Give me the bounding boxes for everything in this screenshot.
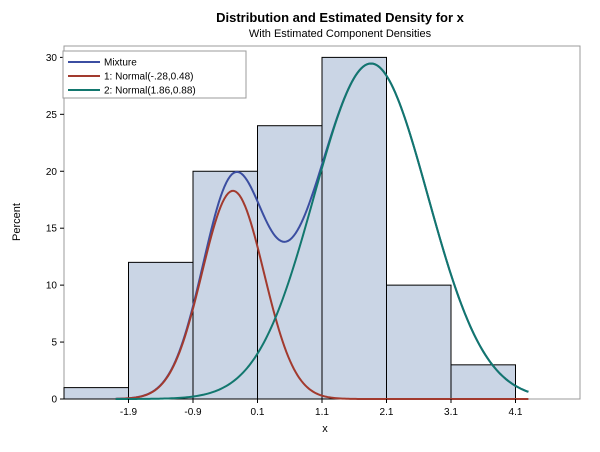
y-tick-label: 25 [46,110,58,121]
x-tick-label: 3.1 [444,407,458,418]
histogram-bar [321,56,387,400]
plot-area [63,45,581,400]
histogram-bar [257,125,323,400]
histogram-bars [63,56,516,400]
y-tick-label: 0 [51,395,57,406]
x-tick-label: 0.1 [251,407,265,418]
legend-label: Mixture [104,58,137,69]
chart-title: Distribution and Estimated Density for x [216,10,465,25]
x-tick-label: 1.1 [315,407,329,418]
legend-label: 1: Normal(-.28,0.48) [104,72,193,83]
x-tick-label: 2.1 [380,407,394,418]
y-tick-label: 15 [46,224,58,235]
x-tick-label: 4.1 [509,407,523,418]
x-axis-label: x [322,423,328,435]
y-tick-label: 30 [46,53,58,64]
y-axis: 0 5 10 15 20 25 30 [46,53,64,406]
x-axis: -1.9 -0.9 0.1 1.1 2.1 3.1 4.1 [120,399,523,418]
histogram-bar [63,387,129,400]
legend-label: 2: Normal(1.86,0.88) [104,86,196,97]
y-tick-label: 5 [51,338,57,349]
histogram-bar [128,261,194,400]
histogram-bar [192,170,258,400]
x-tick-label: -1.9 [120,407,138,418]
legend: Mixture 1: Normal(-.28,0.48) 2: Normal(1.8… [62,50,247,99]
y-tick-label: 20 [46,167,58,178]
histogram-bar [450,364,516,400]
density-curves [115,62,529,400]
histogram-bar [386,284,452,400]
y-axis-label: Percent [11,203,23,241]
density-curve-component-2 [115,62,529,400]
chart-subtitle: With Estimated Component Densities [249,28,432,40]
x-tick-label: -0.9 [184,407,202,418]
y-tick-label: 10 [46,281,58,292]
density-curve-component-1 [115,189,529,400]
